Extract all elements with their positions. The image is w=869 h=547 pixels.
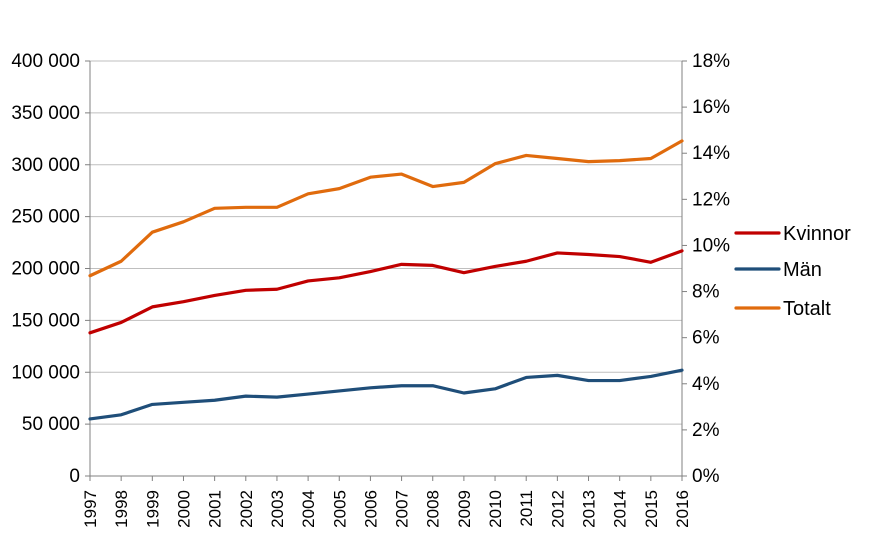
svg-text:400 000: 400 000 bbox=[11, 51, 80, 72]
svg-text:16%: 16% bbox=[692, 97, 730, 118]
svg-text:350 000: 350 000 bbox=[11, 103, 80, 124]
svg-text:2016: 2016 bbox=[673, 490, 692, 528]
svg-text:300 000: 300 000 bbox=[11, 155, 80, 176]
svg-text:14%: 14% bbox=[692, 143, 730, 164]
svg-text:250 000: 250 000 bbox=[11, 207, 80, 228]
svg-text:2003: 2003 bbox=[268, 490, 287, 528]
svg-text:1997: 1997 bbox=[81, 490, 100, 528]
svg-text:18%: 18% bbox=[692, 51, 730, 72]
svg-text:2005: 2005 bbox=[330, 490, 349, 528]
svg-text:Män: Män bbox=[783, 259, 822, 281]
svg-text:2010: 2010 bbox=[486, 490, 505, 528]
svg-text:10%: 10% bbox=[692, 235, 730, 256]
svg-text:2015: 2015 bbox=[642, 490, 661, 528]
svg-text:2012: 2012 bbox=[548, 490, 567, 528]
svg-text:50 000: 50 000 bbox=[22, 414, 80, 435]
svg-text:1998: 1998 bbox=[112, 490, 131, 528]
svg-text:150 000: 150 000 bbox=[11, 310, 80, 331]
svg-text:2013: 2013 bbox=[580, 490, 599, 528]
svg-text:0: 0 bbox=[69, 466, 80, 487]
svg-text:100 000: 100 000 bbox=[11, 362, 80, 383]
svg-text:2006: 2006 bbox=[361, 490, 380, 528]
svg-text:1999: 1999 bbox=[143, 490, 162, 528]
svg-text:2009: 2009 bbox=[455, 490, 474, 528]
svg-text:2000: 2000 bbox=[174, 490, 193, 528]
svg-text:2011: 2011 bbox=[517, 490, 536, 527]
svg-text:Totalt: Totalt bbox=[783, 298, 831, 320]
svg-text:2014: 2014 bbox=[611, 490, 630, 528]
svg-text:2007: 2007 bbox=[393, 490, 412, 528]
svg-text:8%: 8% bbox=[692, 282, 720, 303]
svg-text:0%: 0% bbox=[692, 466, 720, 487]
svg-text:6%: 6% bbox=[692, 328, 720, 349]
svg-text:Kvinnor: Kvinnor bbox=[783, 223, 851, 245]
svg-text:2001: 2001 bbox=[206, 490, 225, 528]
svg-text:2008: 2008 bbox=[424, 490, 443, 528]
svg-text:4%: 4% bbox=[692, 374, 720, 395]
svg-text:200 000: 200 000 bbox=[11, 259, 80, 280]
svg-text:2%: 2% bbox=[692, 420, 720, 441]
svg-text:2002: 2002 bbox=[237, 490, 256, 528]
svg-text:12%: 12% bbox=[692, 189, 730, 210]
svg-text:2004: 2004 bbox=[299, 490, 318, 528]
